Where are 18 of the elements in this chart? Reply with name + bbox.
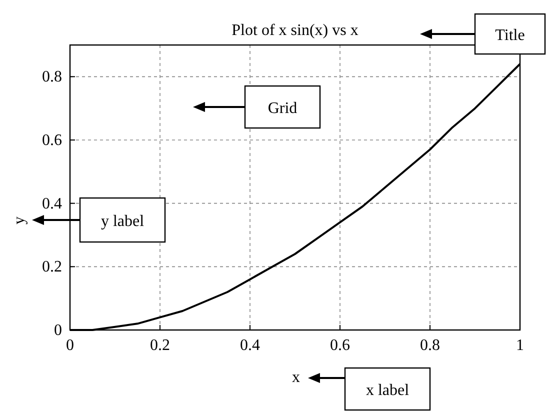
x-tick-label: 0.8	[420, 337, 440, 354]
y-tick-label: 0.4	[42, 195, 62, 212]
y-tick-label: 0.2	[42, 258, 62, 276]
x-axis-title: x	[292, 369, 300, 386]
x-tick-label: 1	[516, 337, 524, 354]
y-tick-label: 0.6	[42, 132, 62, 149]
chart-title: Plot of x sin(x) vs x	[232, 22, 358, 39]
x-tick-label: 0.2	[150, 337, 170, 354]
text: x label	[366, 382, 410, 399]
annotation: y label	[100, 213, 145, 230]
x-tick-label: 0	[66, 337, 74, 354]
y-tick-label: 0	[54, 322, 62, 339]
x-tick-label: 0.6	[330, 337, 350, 354]
y-tick-label: 0.8	[42, 68, 62, 86]
x-tick-label: 0.4	[240, 337, 260, 354]
text: Title	[495, 27, 525, 44]
annotation: Grid	[268, 100, 298, 117]
y-axis-title: y	[11, 216, 28, 224]
